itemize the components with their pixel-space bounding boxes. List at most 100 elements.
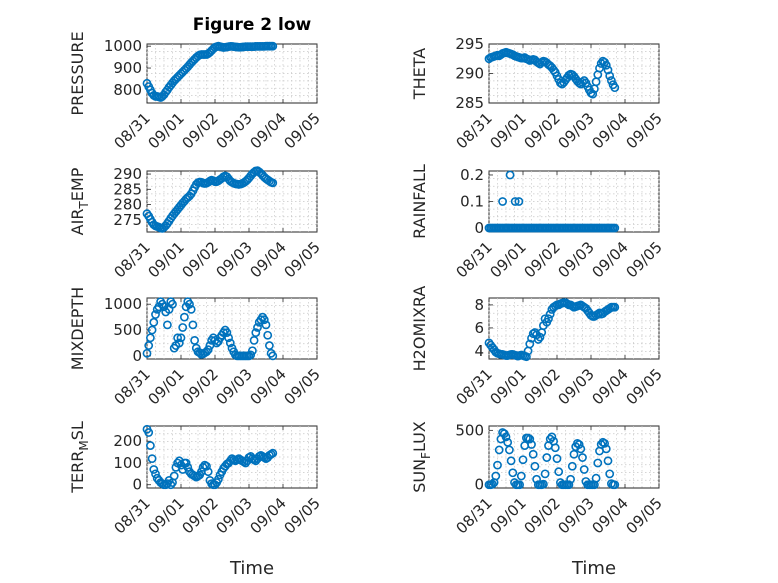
y-tick-label: 290: [455, 65, 484, 83]
data-point: [554, 467, 564, 477]
data-point: [268, 178, 278, 188]
data-point: [578, 453, 587, 462]
x-tick-label: 09/01: [487, 238, 530, 281]
y-axis-label: TERRMSL: [68, 421, 91, 494]
data-point: [552, 454, 562, 464]
x-tick-label: 09/03: [213, 494, 256, 537]
data-point: [540, 469, 550, 479]
data-point: [145, 441, 155, 450]
data-point: [268, 351, 278, 361]
x-tick-label: 09/04: [589, 109, 632, 152]
x-tick-label: 09/05: [623, 109, 666, 152]
data-point: [225, 338, 235, 348]
data-point: [253, 323, 262, 332]
data-point: [574, 440, 584, 449]
x-tick-label: 08/31: [453, 109, 496, 152]
data-point: [510, 197, 520, 206]
data-point: [527, 440, 536, 449]
y-axis-label: RAINFALL: [410, 164, 429, 239]
data-point: [504, 445, 514, 455]
x-tick-label: 09/02: [179, 365, 222, 408]
data-point: [525, 434, 535, 444]
data-point: [508, 468, 518, 478]
data-point: [213, 474, 223, 484]
data-point: [498, 197, 507, 206]
data-point: [607, 76, 616, 85]
x-tick-label: 08/31: [111, 238, 154, 281]
data-point: [516, 471, 526, 481]
data-point: [544, 314, 553, 324]
data-point: [547, 432, 557, 442]
figure-title: Figure 2 low: [193, 15, 312, 35]
x-tick-label: 09/05: [623, 238, 666, 281]
y-tick-label: 0.2: [460, 166, 484, 184]
data-point: [142, 348, 152, 358]
data-point: [174, 338, 184, 348]
data-point: [259, 315, 269, 325]
x-tick-label: 09/05: [281, 238, 324, 281]
data-point: [169, 471, 179, 481]
x-tick-label: 09/05: [281, 109, 324, 152]
data-point: [522, 352, 531, 362]
x-tick-label: 09/04: [247, 238, 290, 281]
y-tick-label: 100: [113, 454, 142, 472]
data-point: [185, 299, 194, 309]
data-point: [151, 310, 160, 319]
x-tick-label: 09/05: [281, 365, 324, 408]
data-point: [268, 41, 278, 51]
x-tick-label: 08/31: [453, 494, 496, 537]
data-point: [610, 302, 620, 312]
x-tick-label: 09/04: [247, 494, 290, 537]
data-point: [588, 89, 598, 99]
y-tick-label: 295: [455, 35, 484, 53]
x-tick-label: 08/31: [453, 238, 496, 281]
x-tick-label: 09/03: [213, 365, 256, 408]
data-point: [186, 304, 196, 314]
data-point: [261, 320, 271, 330]
y-tick-label: 800: [113, 81, 142, 99]
x-tick-label: 09/04: [247, 109, 290, 152]
x-tick-label: 09/01: [145, 238, 188, 281]
y-axis-label: PRESSURE: [68, 31, 87, 115]
data-point: [166, 480, 176, 490]
x-tick-label: 09/03: [555, 365, 598, 408]
y-tick-label: 500: [455, 421, 484, 439]
y-axis-label: SUNFLUX: [410, 421, 433, 493]
x-tick-label: 09/01: [145, 109, 188, 152]
y-tick-label: 200: [113, 432, 142, 450]
data-point: [528, 449, 538, 459]
x-tick-label: 09/02: [521, 365, 564, 408]
x-tick-label: 09/05: [623, 365, 666, 408]
data-point: [263, 330, 273, 340]
x-tick-label: 08/31: [111, 365, 154, 408]
data-point: [603, 65, 613, 75]
data-point: [268, 448, 278, 458]
y-tick-label: 275: [113, 211, 142, 229]
y-tick-label: 6: [474, 319, 484, 337]
data-point: [610, 480, 620, 490]
data-point: [494, 445, 504, 455]
data-point: [145, 333, 155, 343]
data-point: [162, 320, 172, 330]
data-point: [203, 345, 213, 355]
y-axis-label: THETA: [410, 48, 429, 100]
x-tick-label: 09/05: [281, 494, 324, 537]
x-tick-label: 09/04: [589, 494, 632, 537]
data-point: [530, 461, 540, 471]
y-tick-label: 290: [113, 165, 142, 183]
data-point: [149, 317, 159, 327]
x-tick-label: 09/02: [179, 109, 222, 152]
y-tick-label: 0: [474, 219, 484, 237]
data-point: [550, 443, 560, 453]
data-point: [178, 323, 188, 332]
y-tick-label: 280: [113, 196, 142, 214]
x-tick-label: 08/31: [111, 109, 154, 152]
data-point: [576, 444, 586, 454]
y-tick-label: 500: [113, 321, 142, 339]
data-point: [566, 474, 575, 484]
x-tick-label: 09/02: [521, 494, 564, 537]
subplot-grid: 800900100008/3109/0109/0209/0309/0409/05…: [68, 31, 666, 537]
